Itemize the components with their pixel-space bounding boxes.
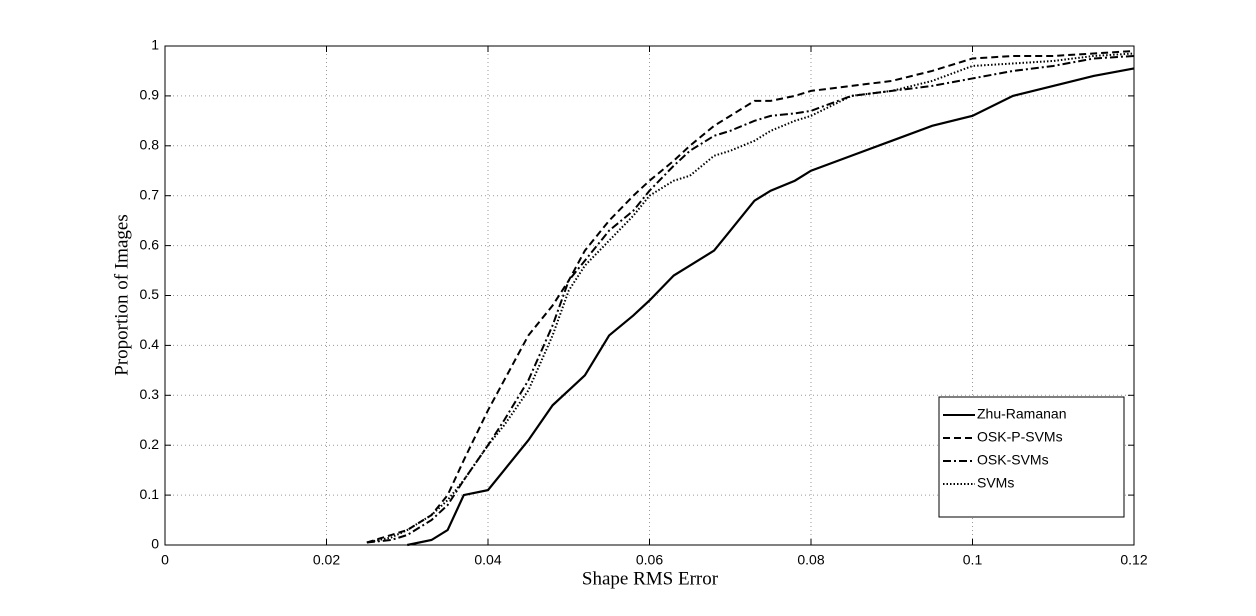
x-tick-label: 0	[161, 552, 169, 568]
y-tick-label: 0.8	[140, 137, 160, 153]
x-tick-label: 0.1	[963, 552, 983, 568]
y-tick-label: 0.3	[140, 386, 160, 402]
x-tick-label: 0.08	[797, 552, 824, 568]
x-tick-label: 0.12	[1120, 552, 1147, 568]
x-axis-label: Shape RMS Error	[582, 568, 719, 589]
y-tick-label: 0.4	[140, 336, 160, 352]
legend-label: OSK-SVMs	[977, 452, 1049, 468]
series-line	[366, 49, 1135, 544]
x-tick-label: 0.04	[474, 552, 501, 568]
series-line	[407, 67, 1135, 547]
y-tick-label: 0.1	[140, 486, 160, 502]
series-line	[366, 52, 1135, 544]
y-tick-label: 0.2	[140, 436, 160, 452]
y-tick-label: 0	[151, 536, 159, 552]
y-axis-label: Proportion of Images	[111, 214, 132, 375]
y-tick-label: 0.6	[140, 236, 160, 252]
legend-label: Zhu-Ramanan	[977, 406, 1067, 422]
series-line	[366, 54, 1135, 544]
legend-label: SVMs	[977, 475, 1014, 491]
x-tick-label: 0.06	[636, 552, 663, 568]
y-tick-label: 0.5	[140, 286, 160, 302]
plot-frame	[164, 45, 1135, 546]
y-tick-label: 0.9	[140, 87, 160, 103]
legend-label: OSK-P-SVMs	[977, 429, 1063, 445]
y-tick-label: 1	[151, 37, 159, 53]
legend-box	[938, 396, 1125, 518]
x-tick-label: 0.02	[313, 552, 340, 568]
y-tick-label: 0.7	[140, 186, 160, 202]
